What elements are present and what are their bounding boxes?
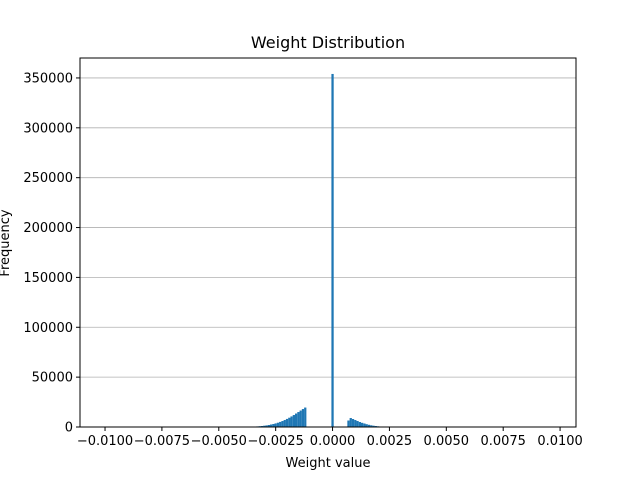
x-tick-label: 0.0075 [480,434,526,449]
x-tick-label: −0.0025 [247,434,303,449]
histogram-bar [274,423,277,427]
histogram-bar [365,424,368,427]
x-tick-label: −0.0050 [191,434,247,449]
histogram-bar [304,407,307,427]
histogram-bars [251,73,387,427]
y-tick-label: 200000 [23,221,73,236]
histogram-bar [292,415,296,427]
histogram-bar [285,418,289,427]
histogram-bar [367,424,371,427]
x-axis-ticks: −0.0100 −0.0075 −0.0050 −0.0025 0.0000 0.0025… [77,427,583,449]
histogram-bar [363,423,366,427]
histogram-bar [288,417,291,427]
histogram-bar [372,425,375,427]
histogram-bar [279,421,282,427]
histogram-bar [299,410,302,427]
y-axis-ticks: 0 50000 100000 150000 200000 250000 300000 3500… [23,71,80,436]
histogram-bar [351,419,355,427]
histogram-bar [331,73,334,427]
y-tick-label: 300000 [23,121,73,136]
histogram-bar [265,425,268,427]
y-axis-label: Frequency [0,209,13,276]
x-axis-label: Weight value [286,456,371,471]
x-tick-label: 0.0025 [367,434,413,449]
histogram-bar [276,422,280,427]
histogram-bar [272,424,275,427]
histogram-bar [295,413,298,427]
histogram-bar [349,418,352,427]
histogram-bar [281,421,284,427]
histogram-bar [290,416,293,427]
histogram-bar [360,422,364,427]
y-tick-label: 0 [65,421,73,436]
histogram-bar [354,420,357,427]
y-tick-label: 50000 [32,371,73,386]
plot-frame [79,57,577,428]
histogram-bar [283,420,286,427]
histogram-bar [267,425,270,427]
x-tick-label: 0.0100 [537,434,583,449]
histogram-bar [356,421,359,427]
y-tick-label: 150000 [23,271,73,286]
x-tick-label: 0.0050 [424,434,470,449]
grid-lines [80,77,576,378]
x-tick-label: −0.0075 [134,434,190,449]
y-tick-label: 100000 [23,321,73,336]
x-tick-label: −0.0100 [77,434,133,449]
histogram-bar [269,424,273,427]
y-tick-label: 350000 [23,71,73,86]
chart-title: Weight Distribution [251,33,405,52]
x-tick-label: 0.0000 [310,434,356,449]
histogram-bar [347,420,350,427]
histogram-bar [301,409,305,427]
histogram-bar [263,425,266,427]
histogram-bar [370,425,373,427]
histogram-bar [297,412,300,427]
y-tick-label: 250000 [23,171,73,186]
histogram-bar [358,422,361,427]
